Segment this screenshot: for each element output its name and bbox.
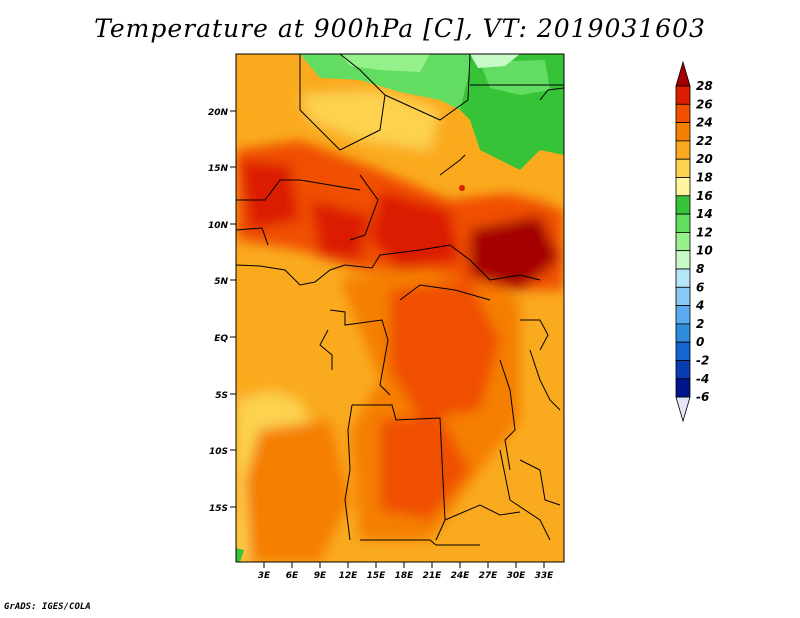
colorbar-swatch: [675, 323, 691, 343]
colorbar-arrow-top: [675, 60, 691, 87]
colorbar-label: 0: [696, 335, 704, 349]
colorbar-label: 20: [696, 152, 713, 166]
lon-label: 15E: [367, 571, 387, 581]
colorbar-label: -2: [696, 354, 709, 368]
lat-label: 5S: [215, 391, 228, 401]
colorbar-label: 26: [696, 97, 713, 111]
colorbar-swatch: [675, 360, 691, 380]
colorbar-swatch: [675, 341, 691, 361]
lon-label: 6E: [286, 571, 299, 581]
lon-label: 21E: [423, 571, 443, 581]
colorbar-label: 16: [696, 189, 713, 203]
colorbar-swatch: [675, 268, 691, 288]
longitude-axis: 3E 6E 9E 12E 15E 18E 21E 24E 27E 30E 33E: [258, 562, 554, 581]
colorbar-label: 28: [696, 79, 713, 93]
lon-label: 12E: [339, 571, 359, 581]
colorbar-swatch: [675, 213, 691, 233]
colorbar-label: 6: [696, 280, 704, 294]
colorbar-label: 2: [696, 317, 704, 331]
colorbar-swatch: [675, 103, 691, 124]
colorbar-swatch: [675, 177, 691, 197]
lat-label: 15S: [209, 504, 228, 514]
colorbar-swatch: [675, 231, 691, 252]
temperature-field: [236, 54, 564, 562]
colorbar-arrow-bottom: [675, 396, 691, 423]
lat-label: EQ: [214, 334, 228, 344]
colorbar-swatch: [675, 250, 691, 270]
colorbar-label: -6: [696, 390, 709, 404]
colorbar-swatch: [675, 378, 691, 398]
colorbar-swatch: [675, 122, 691, 142]
colorbar-swatch: [675, 195, 691, 215]
colorbar-label: 24: [696, 116, 713, 130]
colorbar-swatch: [675, 158, 691, 178]
colorbar-label: 14: [696, 207, 713, 221]
colorbar-label: 18: [696, 171, 713, 185]
lon-label: 33E: [535, 571, 555, 581]
lat-label: 10S: [209, 447, 228, 457]
colorbar-swatch: [675, 305, 691, 325]
colorbar-label: 10: [696, 244, 713, 258]
lat-label: 10N: [208, 221, 229, 231]
colorbar-swatch: [675, 140, 691, 160]
lon-label: 3E: [258, 571, 271, 581]
lon-label: 18E: [395, 571, 415, 581]
colorbar-label: 4: [695, 299, 704, 313]
lat-label: 20N: [208, 108, 229, 118]
colorbar-label: 22: [696, 134, 713, 148]
lon-label: 27E: [479, 571, 499, 581]
country-borders: [236, 54, 564, 546]
lon-label: 24E: [451, 571, 471, 581]
lat-label: 15N: [208, 164, 229, 174]
lon-label: 30E: [507, 571, 527, 581]
colorbar-swatch: [675, 85, 691, 105]
lat-label: 5N: [214, 277, 228, 287]
grads-credit: GrADS: IGES/COLA: [4, 602, 91, 612]
colorbar-swatch: [675, 286, 691, 306]
latitude-axis: 20N 15N 10N 5N EQ 5S 10S 15S: [208, 108, 236, 514]
colorbar-label: 12: [696, 225, 713, 239]
map-frame: [235, 53, 565, 563]
lon-label: 9E: [314, 571, 327, 581]
colorbar-label: -4: [696, 372, 709, 386]
colorbar-label: 8: [696, 262, 704, 276]
map-title: Temperature at 900hPa [C], VT: 201903160…: [94, 14, 706, 43]
